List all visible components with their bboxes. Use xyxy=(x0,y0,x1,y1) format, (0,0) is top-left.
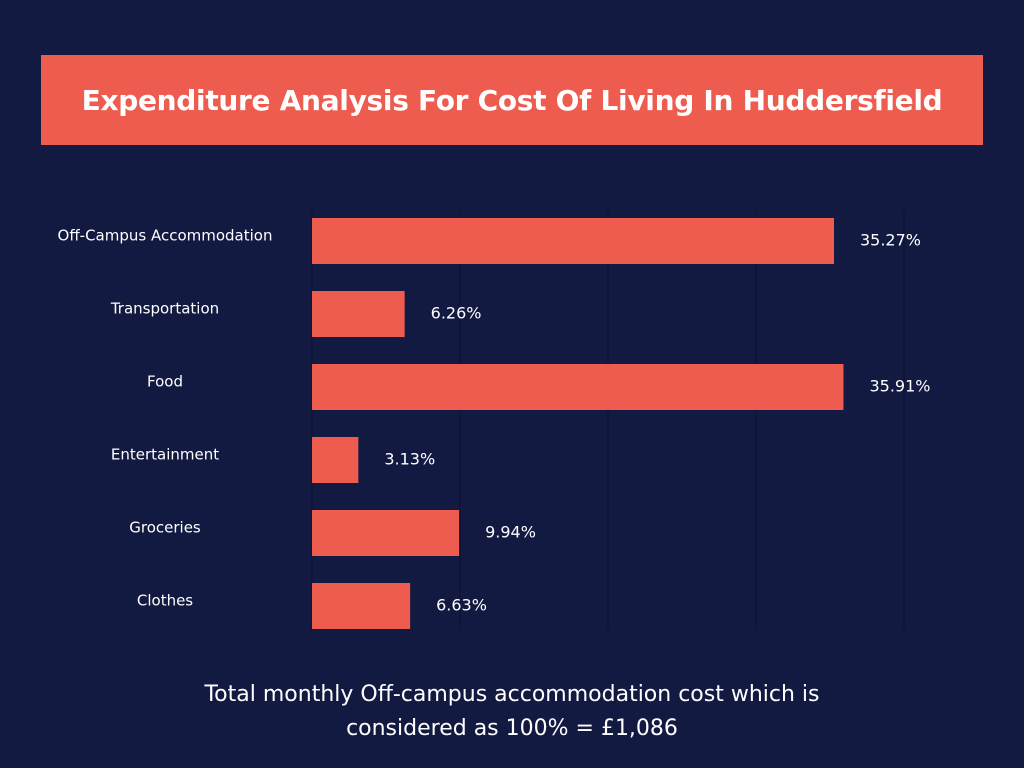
title-banner: Expenditure Analysis For Cost Of Living … xyxy=(41,55,983,145)
value-label: 35.91% xyxy=(869,377,930,396)
category-label: Off-Campus Accommodation xyxy=(58,227,273,245)
bar-off-campus-accommodation xyxy=(312,218,834,264)
value-label: 9.94% xyxy=(485,523,536,542)
bars xyxy=(312,218,844,629)
value-labels: 35.27% 6.26% 35.91% 3.13% 9.94% 6.63% xyxy=(384,231,930,615)
category-label: Entertainment xyxy=(111,446,219,464)
value-label: 35.27% xyxy=(860,231,921,250)
bar-entertainment xyxy=(312,437,359,483)
gridlines xyxy=(311,210,905,630)
category-label: Food xyxy=(147,373,183,391)
value-label: 3.13% xyxy=(384,450,435,469)
bar-clothes xyxy=(312,583,411,629)
value-label: 6.26% xyxy=(431,304,482,323)
bar-transportation xyxy=(312,291,405,337)
category-label: Groceries xyxy=(129,519,201,537)
footnote-line-2: considered as 100% = £1,086 xyxy=(346,716,678,741)
category-label: Clothes xyxy=(137,592,193,610)
category-label: Transportation xyxy=(110,300,219,318)
footnote: Total monthly Off-campus accommodation c… xyxy=(0,678,1024,746)
chart-title: Expenditure Analysis For Cost Of Living … xyxy=(81,83,943,117)
bar-food xyxy=(312,364,844,410)
category-labels: Off-Campus Accommodation Transportation Fo… xyxy=(58,227,273,610)
footnote-line-1: Total monthly Off-campus accommodation c… xyxy=(204,682,820,707)
bar-groceries xyxy=(312,510,460,556)
value-label: 6.63% xyxy=(436,596,487,615)
